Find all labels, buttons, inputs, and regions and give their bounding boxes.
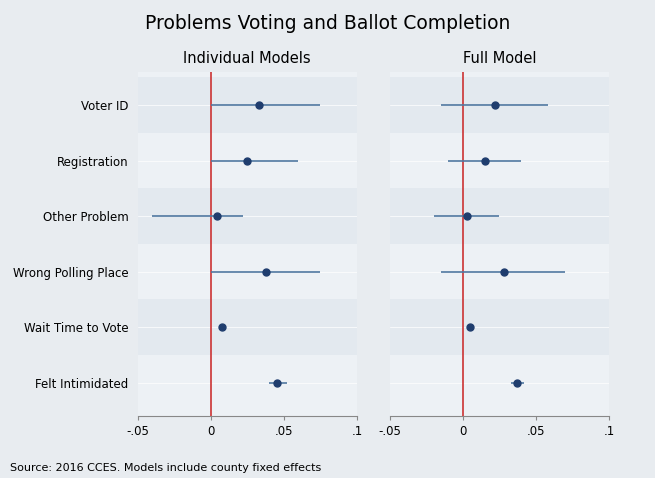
Bar [390, 244, 609, 299]
Bar [390, 299, 609, 355]
Bar [138, 188, 357, 244]
Bar [138, 133, 357, 188]
Text: Problems Voting and Ballot Completion: Problems Voting and Ballot Completion [145, 14, 510, 33]
Text: Source: 2016 CCES. Models include county fixed effects: Source: 2016 CCES. Models include county… [10, 463, 321, 473]
Title: Individual Models: Individual Models [183, 51, 311, 66]
Bar [390, 77, 609, 133]
Title: Full Model: Full Model [462, 51, 536, 66]
Bar [138, 77, 357, 133]
Bar [138, 299, 357, 355]
Bar [390, 133, 609, 188]
Bar [138, 355, 357, 410]
Bar [390, 188, 609, 244]
Bar [390, 355, 609, 410]
Bar [138, 244, 357, 299]
